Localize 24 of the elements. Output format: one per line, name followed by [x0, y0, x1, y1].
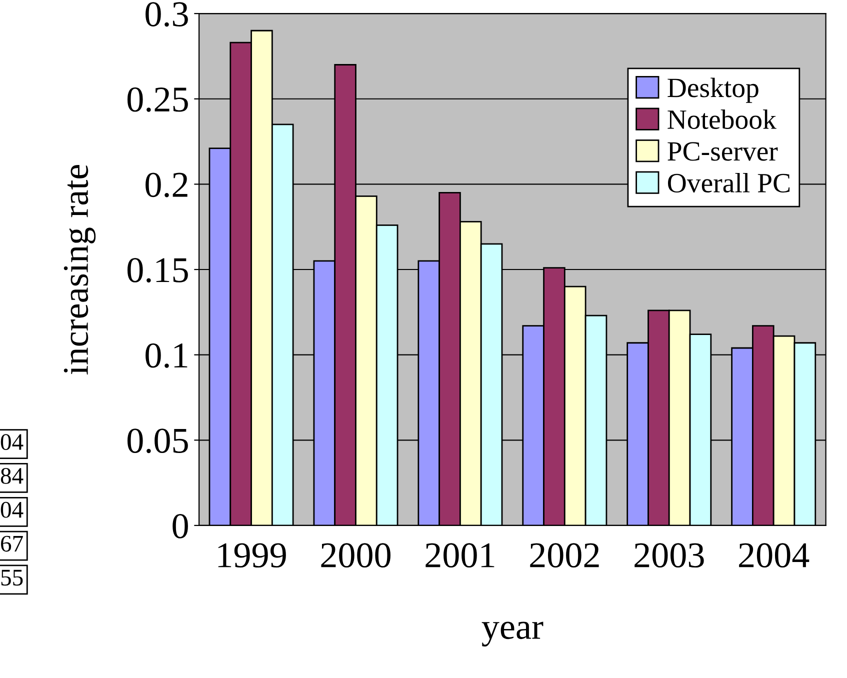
y-axis-title: increasing rate: [64, 164, 96, 375]
y-tick-label: 0.3: [146, 2, 188, 27]
text: 55: [1, 570, 23, 586]
x-tick-label: 2000: [321, 543, 390, 568]
x-tick-label: 2001: [426, 543, 494, 568]
y-tick-label: 0.25: [128, 87, 188, 112]
y-tick-label: 0: [172, 514, 188, 538]
x-tick-label: 2002: [530, 543, 599, 568]
x-tick-label: 1999: [218, 543, 286, 568]
y-tick-label: 0.05: [128, 428, 188, 454]
text: 04: [0, 434, 24, 450]
x-tick-label: 2003: [634, 543, 704, 568]
text: 67: [1, 536, 23, 552]
y-tick-label: 0.15: [128, 258, 188, 283]
text: 84: [0, 468, 24, 484]
legend-label: PC-server: [668, 142, 778, 161]
legend-label: Desktop: [668, 78, 758, 103]
text: 04: [0, 502, 24, 518]
legend-label: Overall PC: [668, 172, 790, 193]
y-tick-label: 0.2: [146, 172, 188, 198]
x-axis-title: year: [482, 622, 544, 646]
legend-label: Notebook: [668, 109, 776, 130]
y-tick-label: 0.1: [146, 343, 188, 368]
x-tick-label: 2004: [739, 543, 810, 568]
